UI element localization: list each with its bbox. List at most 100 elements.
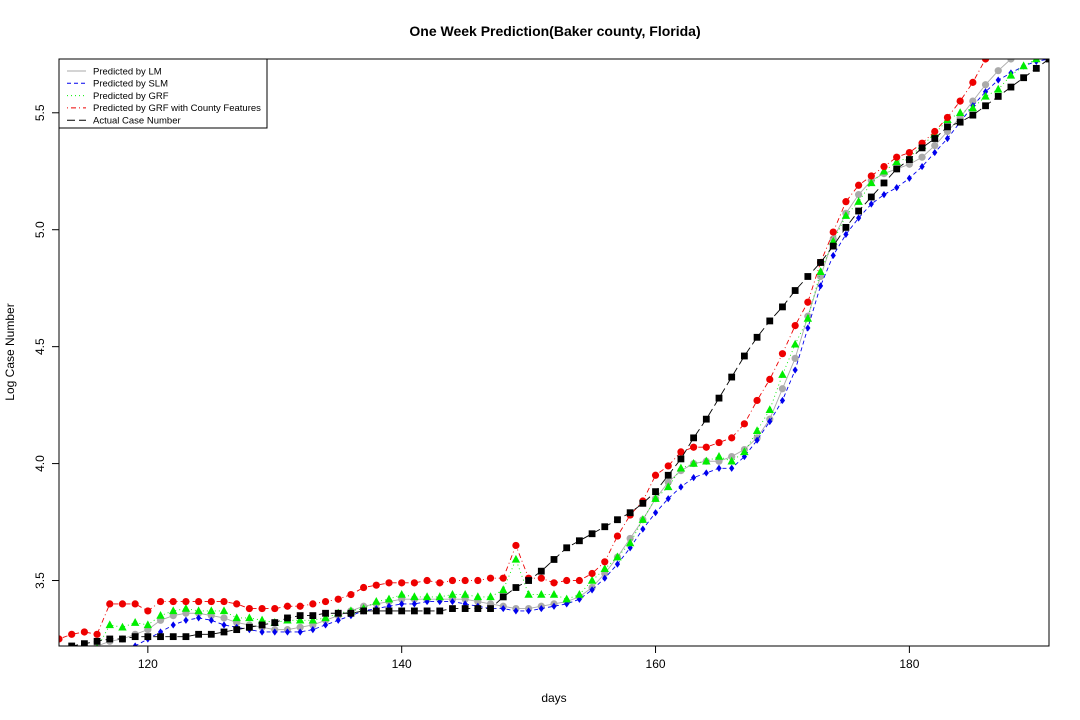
data-point (524, 589, 533, 598)
data-point (550, 579, 558, 587)
data-point (841, 211, 851, 219)
data-point (233, 626, 241, 634)
data-point (321, 613, 330, 622)
data-point (93, 630, 101, 638)
data-point (473, 592, 483, 601)
x-tick-label: 160 (646, 657, 666, 671)
data-point (778, 385, 787, 393)
data-point (639, 499, 647, 507)
data-point (207, 606, 216, 615)
data-point (753, 333, 761, 341)
data-point (689, 458, 698, 467)
data-point (752, 426, 762, 435)
data-point (905, 156, 913, 163)
data-point (741, 452, 747, 461)
data-point (499, 593, 507, 601)
legend-item: Predicted by GRF with County Features (67, 103, 261, 114)
data-point (308, 615, 318, 624)
data-point (1045, 39, 1052, 46)
legend-box (58, 58, 268, 129)
data-point (221, 621, 227, 629)
data-point (118, 622, 127, 631)
y-tick-label: 4.5 (33, 338, 47, 355)
data-point (905, 148, 913, 157)
data-point (803, 313, 813, 322)
data-point (792, 366, 798, 374)
data-point (106, 635, 114, 643)
series-4 (68, 59, 1049, 646)
data-point (931, 141, 939, 150)
data-point (283, 602, 292, 610)
data-point (918, 153, 926, 161)
data-point (80, 640, 88, 646)
data-point (690, 434, 698, 442)
x-tick-label: 140 (392, 657, 412, 671)
data-point (614, 560, 621, 568)
data-point (690, 443, 698, 451)
data-point (551, 602, 557, 610)
series-line (97, 59, 1038, 646)
data-point (169, 597, 177, 606)
data-point (297, 628, 303, 636)
data-point (195, 630, 203, 638)
data-point (778, 370, 787, 378)
data-point (982, 88, 989, 96)
data-point (830, 251, 836, 260)
data-point (779, 303, 786, 311)
data-point (931, 135, 939, 142)
series-layer (56, 16, 1052, 659)
data-point (486, 592, 495, 601)
data-point (321, 597, 330, 606)
data-point (678, 483, 684, 491)
data-point (614, 516, 621, 524)
data-point (272, 628, 278, 636)
legend-label: Predicted by LM (93, 66, 162, 77)
data-point (120, 647, 125, 654)
data-point (550, 556, 558, 563)
data-point (829, 228, 837, 236)
data-point (1020, 74, 1028, 82)
data-point (919, 162, 925, 171)
data-point (233, 600, 241, 608)
data-point (512, 541, 520, 550)
data-point (842, 223, 850, 231)
data-point (372, 607, 380, 615)
data-point (157, 633, 164, 641)
data-point (779, 396, 786, 405)
data-point (995, 39, 1002, 46)
data-point (284, 614, 291, 622)
data-point (1020, 16, 1027, 23)
data-point (232, 613, 241, 622)
legend-label: Predicted by SLM (93, 79, 168, 90)
data-point (918, 144, 926, 152)
data-point (258, 621, 266, 629)
data-point (714, 451, 724, 460)
data-point (728, 434, 736, 442)
data-point (372, 581, 380, 589)
data-point (436, 607, 444, 615)
data-point (309, 600, 317, 608)
data-point (487, 605, 494, 612)
data-point (767, 417, 773, 426)
data-point (664, 482, 673, 491)
data-point (805, 324, 811, 332)
data-point (220, 597, 228, 606)
data-point (310, 626, 316, 634)
data-point (245, 604, 253, 613)
data-point (892, 157, 901, 166)
data-point (588, 569, 596, 578)
data-point (893, 165, 901, 173)
data-point (881, 191, 887, 199)
data-point (257, 615, 267, 624)
data-point (855, 181, 863, 189)
data-point (829, 236, 838, 245)
data-point (119, 635, 126, 643)
data-point (322, 609, 329, 617)
data-point (1019, 61, 1028, 70)
data-point (385, 607, 393, 615)
data-point (422, 592, 432, 601)
data-point (613, 552, 622, 561)
data-point (56, 652, 61, 659)
data-point (956, 97, 964, 105)
